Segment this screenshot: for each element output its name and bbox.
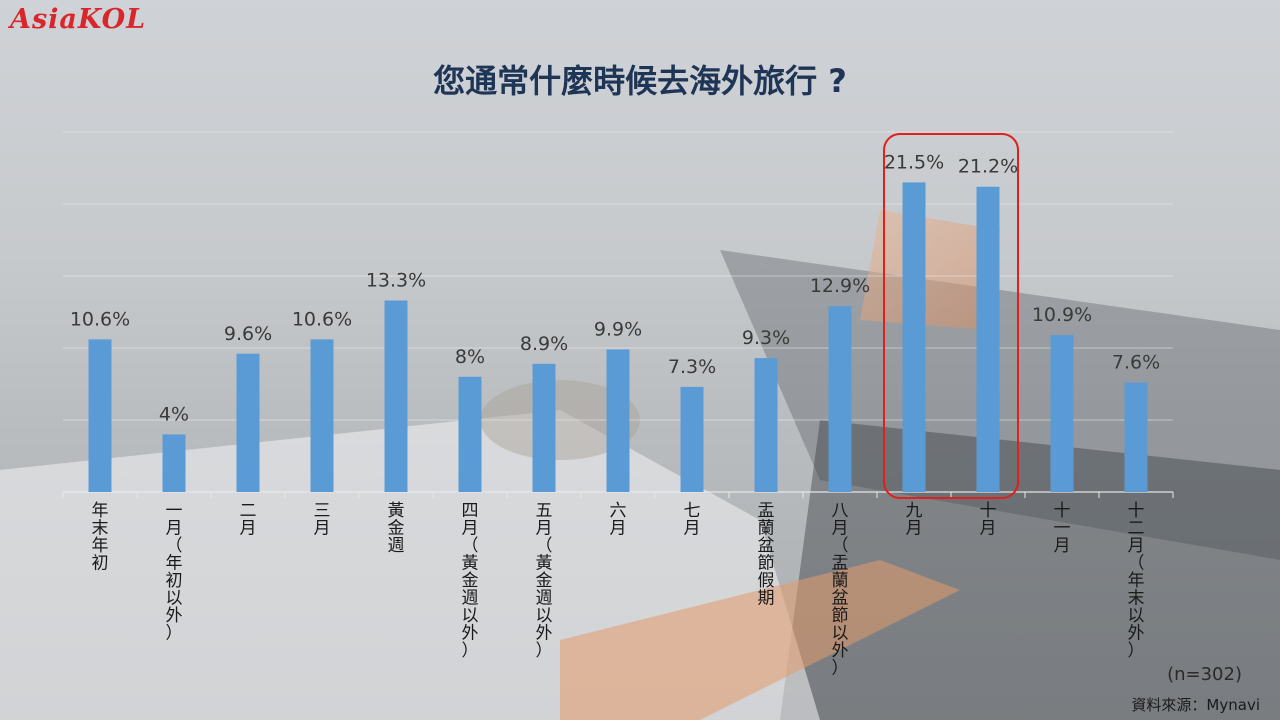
data-label: 12.9% bbox=[810, 275, 870, 297]
data-label: 7.3% bbox=[668, 356, 716, 378]
bar-8 bbox=[606, 349, 630, 492]
data-label: 9.3% bbox=[742, 327, 790, 349]
data-label: 7.6% bbox=[1112, 352, 1160, 374]
x-tick-label: 十月 bbox=[980, 501, 997, 539]
bar-10 bbox=[754, 358, 778, 492]
x-tick-label: 年末年初 bbox=[92, 501, 109, 574]
x-tick-label: 九月 bbox=[906, 501, 923, 539]
chart-title: 您通常什麼時候去海外旅行 ? bbox=[433, 62, 847, 100]
source-note: 資料來源：Mynavi bbox=[1131, 696, 1260, 714]
data-label: 21.2% bbox=[958, 156, 1018, 178]
bar-12 bbox=[902, 182, 926, 492]
data-label: 10.6% bbox=[292, 308, 352, 330]
bar-15 bbox=[1124, 382, 1148, 492]
data-label: 9.6% bbox=[224, 323, 272, 345]
x-tick-label: 盂蘭盆節假期 bbox=[758, 501, 775, 609]
data-label: 8% bbox=[455, 346, 485, 368]
bar-7 bbox=[532, 363, 556, 492]
highlight-box bbox=[883, 133, 1019, 499]
asiakol-logo: AsiaKOL bbox=[10, 4, 147, 35]
data-label: 21.5% bbox=[884, 151, 944, 173]
bar-3 bbox=[236, 353, 260, 492]
bar-6 bbox=[458, 376, 482, 492]
x-tick-label: 四月（黃金週以外） bbox=[462, 501, 479, 661]
x-tick-label: 二月 bbox=[240, 501, 257, 539]
data-label: 10.6% bbox=[70, 308, 130, 330]
x-tick-label: 十二月（年末以外） bbox=[1128, 501, 1145, 661]
data-label: 9.9% bbox=[594, 318, 642, 340]
data-label: 13.3% bbox=[366, 269, 426, 291]
data-label: 8.9% bbox=[520, 333, 568, 355]
x-tick-label: 黃金週 bbox=[388, 501, 405, 556]
sample-size-note: (n=302) bbox=[1167, 664, 1242, 685]
data-label: 10.9% bbox=[1032, 304, 1092, 326]
bar-2 bbox=[162, 434, 186, 492]
data-label: 4% bbox=[159, 403, 189, 425]
bar-13 bbox=[976, 186, 1000, 492]
bar-1 bbox=[88, 339, 112, 492]
x-tick-label: 十一月 bbox=[1054, 501, 1071, 556]
x-tick-label: 六月 bbox=[610, 501, 627, 539]
x-tick-label: 八月（盂蘭盆節以外） bbox=[832, 501, 849, 679]
bar-11 bbox=[828, 306, 852, 492]
x-tick-label: 一月（年初以外） bbox=[166, 501, 183, 644]
x-tick-label: 五月（黃金週以外） bbox=[536, 501, 553, 661]
bar-9 bbox=[680, 386, 704, 492]
x-tick-label: 七月 bbox=[684, 501, 701, 539]
x-tick-label: 三月 bbox=[314, 501, 331, 539]
bar-5 bbox=[384, 300, 408, 492]
bar-4 bbox=[310, 339, 334, 492]
bar-14 bbox=[1050, 335, 1074, 492]
